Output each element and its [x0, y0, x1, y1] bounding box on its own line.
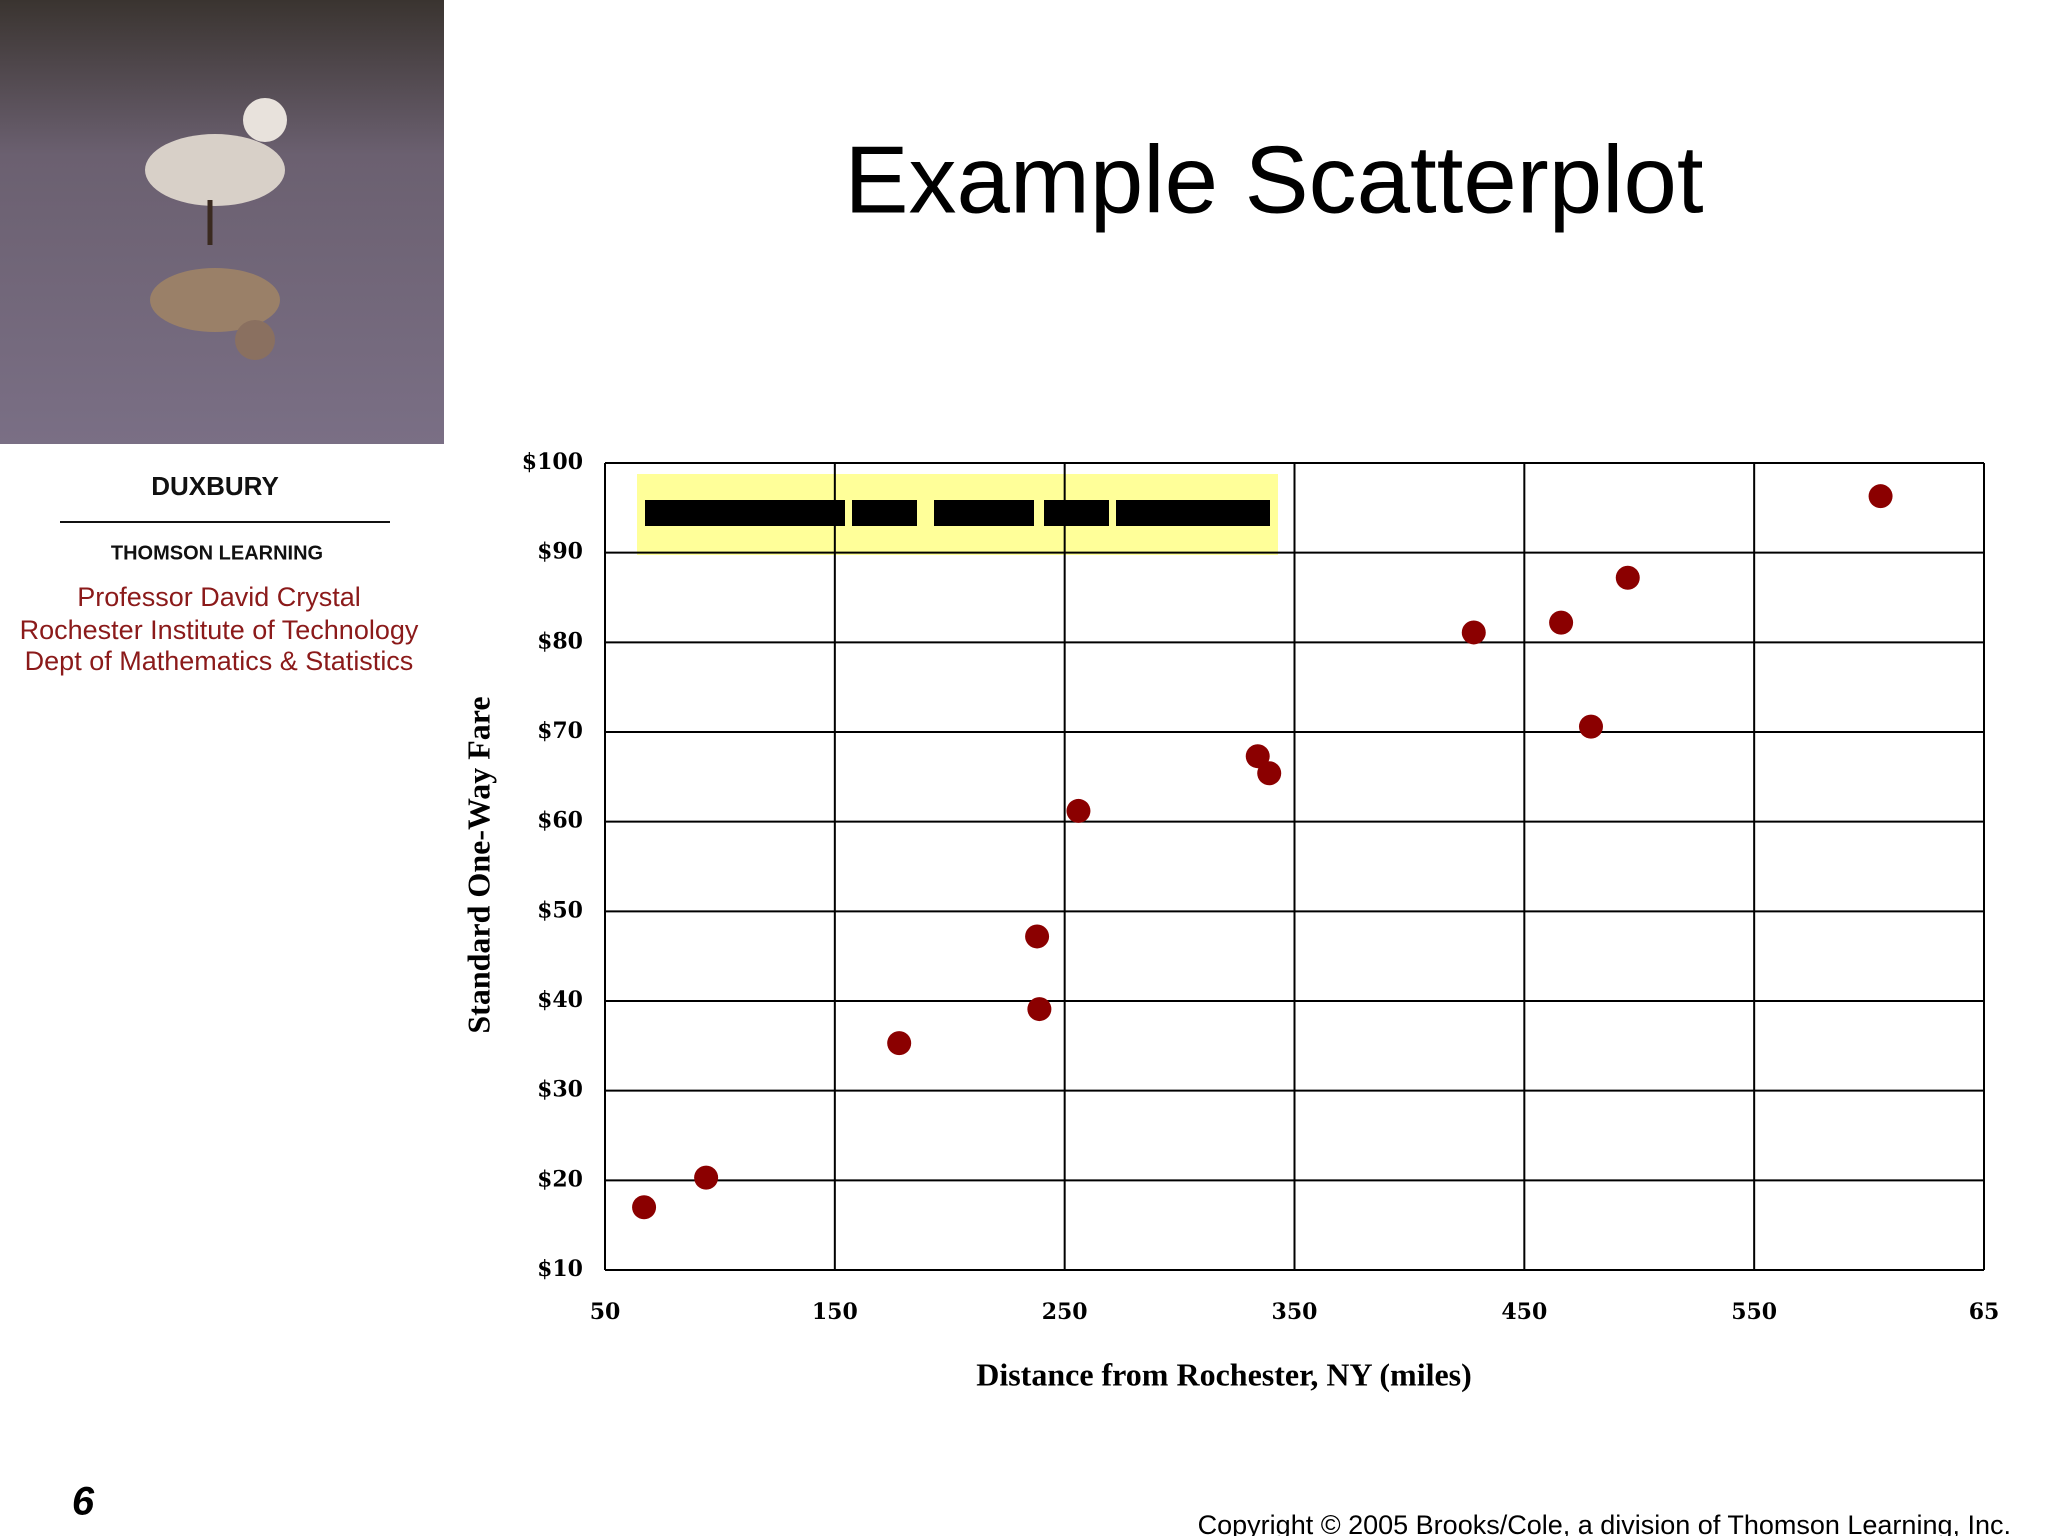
point — [1578, 714, 1603, 739]
point — [1025, 924, 1050, 949]
chart-title: Example Scatterplot — [844, 126, 1703, 233]
y-tick-label: $20 — [537, 1166, 583, 1192]
legend-box — [637, 474, 1278, 555]
author-line: Rochester Institute of Technology — [20, 615, 419, 645]
copyright: Copyright © 2005 Brooks/Cole, a division… — [1198, 1510, 2011, 1536]
publisher: DUXBURY — [151, 471, 279, 501]
imprint: THOMSON LEARNING — [111, 542, 323, 564]
author-line: Professor David Crystal — [77, 582, 361, 612]
point — [1461, 620, 1486, 645]
y-tick-label: $80 — [537, 628, 583, 654]
y-tick-label: $50 — [537, 897, 583, 923]
x-tick-label: 450 — [1501, 1299, 1547, 1325]
point — [632, 1195, 657, 1220]
point — [1027, 997, 1052, 1022]
point — [1549, 610, 1574, 635]
y-tick-label: $10 — [537, 1256, 583, 1282]
x-tick-label: 150 — [812, 1299, 858, 1325]
y-axis-title: Standard One-Way Fare — [460, 696, 496, 1033]
point — [1066, 798, 1091, 823]
point — [694, 1165, 719, 1190]
photo — [0, 0, 444, 444]
y-tick-label: $70 — [537, 718, 583, 744]
x-axis-title: Distance from Rochester, NY (miles) — [976, 1356, 1472, 1392]
point — [1245, 744, 1270, 769]
y-tick-label: $40 — [537, 987, 583, 1013]
x-tick-label: 50 — [590, 1299, 621, 1325]
x-tick-label: 250 — [1042, 1299, 1088, 1325]
x-tick-label: 550 — [1731, 1299, 1777, 1325]
page-number: 6 — [72, 1480, 95, 1524]
point — [887, 1031, 912, 1056]
y-tick-label: $90 — [537, 539, 583, 565]
y-tick-label: $60 — [537, 808, 583, 834]
author-line: Dept of Mathematics & Statistics — [25, 646, 414, 676]
point — [1257, 761, 1282, 786]
y-tick-label: $100 — [522, 449, 583, 475]
x-tick-label: 350 — [1272, 1299, 1318, 1325]
y-tick-label: $30 — [537, 1077, 583, 1103]
point — [1868, 484, 1893, 509]
x-tick-label: 65 — [1969, 1299, 2000, 1325]
point — [1615, 565, 1640, 590]
